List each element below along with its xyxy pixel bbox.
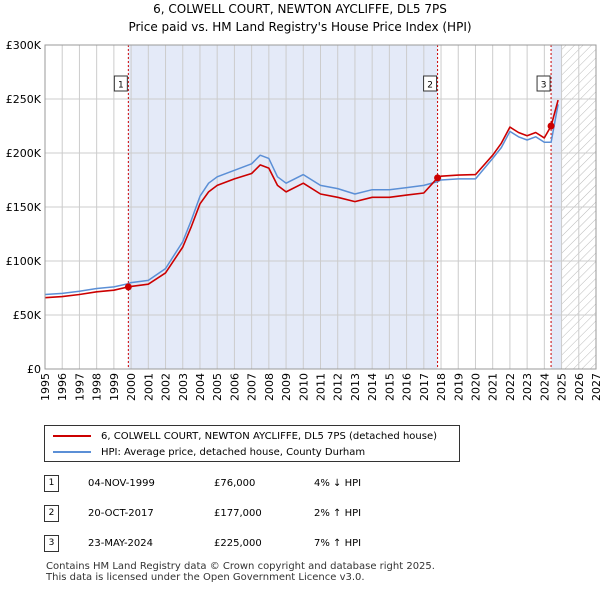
x-tick-label: 2000 bbox=[125, 373, 138, 401]
x-tick-label: 1996 bbox=[56, 373, 69, 401]
sale-row: 1 04-NOV-1999 £76,000 4% ↓ HPI bbox=[44, 475, 464, 493]
legend-item-property: 6, COLWELL COURT, NEWTON AYCLIFFE, DL5 7… bbox=[53, 429, 437, 445]
sale-hpi-diff: 7% ↑ HPI bbox=[314, 538, 362, 549]
legend-item-hpi: HPI: Average price, detached house, Coun… bbox=[53, 445, 365, 461]
x-tick-label: 1998 bbox=[91, 373, 104, 401]
sale-point bbox=[547, 122, 555, 130]
sale-number-label: 3 bbox=[541, 81, 547, 91]
sale-hpi-diff: 4% ↓ HPI bbox=[314, 478, 362, 489]
x-tick-label: 2002 bbox=[160, 373, 173, 401]
chart-subtitle: Price paid vs. HM Land Registry's House … bbox=[128, 20, 471, 34]
y-tick-label: £100K bbox=[6, 255, 42, 268]
sale-number-badge: 3 bbox=[44, 535, 59, 552]
y-tick-label: £200K bbox=[6, 147, 42, 160]
sale-date: 04-NOV-1999 bbox=[88, 478, 155, 489]
x-tick-label: 1995 bbox=[39, 373, 52, 401]
x-tick-label: 2016 bbox=[401, 373, 414, 401]
sale-date: 20-OCT-2017 bbox=[88, 508, 154, 519]
legend-label-hpi: HPI: Average price, detached house, Coun… bbox=[101, 447, 366, 458]
x-tick-label: 1997 bbox=[73, 373, 86, 401]
x-tick-label: 2024 bbox=[538, 373, 551, 401]
legend-swatch-hpi bbox=[53, 451, 91, 453]
x-tick-label: 2027 bbox=[590, 373, 600, 401]
x-tick-label: 2020 bbox=[469, 373, 482, 401]
x-tick-label: 2010 bbox=[297, 373, 310, 401]
sale-hpi-diff: 2% ↑ HPI bbox=[314, 508, 362, 519]
sale-number-badge: 2 bbox=[44, 505, 59, 522]
sale-number-box bbox=[113, 75, 128, 92]
y-tick-label: £50K bbox=[13, 309, 42, 322]
sale-number-label: 2 bbox=[427, 81, 433, 91]
sale-price: £225,000 bbox=[214, 538, 262, 549]
legend: 6, COLWELL COURT, NEWTON AYCLIFFE, DL5 7… bbox=[44, 425, 460, 462]
sale-number-box bbox=[536, 75, 551, 92]
legend-label-property: 6, COLWELL COURT, NEWTON AYCLIFFE, DL5 7… bbox=[101, 431, 438, 442]
x-tick-label: 2025 bbox=[556, 373, 569, 401]
x-tick-label: 2015 bbox=[383, 373, 396, 401]
x-tick-label: 2001 bbox=[142, 373, 155, 401]
footer-licence: This data is licensed under the Open Gov… bbox=[46, 572, 365, 583]
legend-swatch-property bbox=[53, 435, 91, 437]
sale-date: 23-MAY-2024 bbox=[88, 538, 154, 549]
x-tick-label: 2006 bbox=[228, 373, 241, 401]
x-tick-label: 2022 bbox=[504, 373, 517, 401]
x-tick-label: 2026 bbox=[573, 373, 586, 401]
x-tick-label: 2005 bbox=[211, 373, 224, 401]
x-tick-label: 2013 bbox=[349, 373, 362, 401]
sale-row: 3 23-MAY-2024 £225,000 7% ↑ HPI bbox=[44, 535, 464, 553]
x-tick-label: 2004 bbox=[194, 373, 207, 401]
x-tick-label: 2017 bbox=[418, 373, 431, 401]
x-tick-label: 2012 bbox=[332, 373, 345, 401]
x-tick-label: 2014 bbox=[366, 373, 379, 401]
sale-number-box bbox=[423, 75, 438, 92]
y-tick-label: £300K bbox=[6, 39, 42, 52]
x-tick-label: 2018 bbox=[435, 373, 448, 401]
footer: Contains HM Land Registry data © Crown c… bbox=[46, 561, 435, 583]
x-tick-label: 2003 bbox=[177, 373, 190, 401]
sale-number-marker: 1 bbox=[113, 75, 128, 92]
sale-number-label: 1 bbox=[118, 81, 124, 91]
footer-copyright: Contains HM Land Registry data © Crown c… bbox=[46, 561, 435, 572]
chart-title: 6, COLWELL COURT, NEWTON AYCLIFFE, DL5 7… bbox=[153, 2, 447, 16]
x-tick-label: 1999 bbox=[108, 373, 121, 401]
property-series-line bbox=[44, 99, 559, 299]
x-tick-label: 2019 bbox=[452, 373, 465, 401]
x-tick-label: 2023 bbox=[521, 373, 534, 401]
y-tick-label: £150K bbox=[6, 201, 42, 214]
sale-price: £76,000 bbox=[214, 478, 256, 489]
sale-number-marker: 3 bbox=[536, 75, 551, 92]
x-tick-label: 2021 bbox=[487, 373, 500, 401]
sale-point bbox=[434, 174, 442, 182]
sale-row: 2 20-OCT-2017 £177,000 2% ↑ HPI bbox=[44, 505, 464, 523]
sale-point bbox=[124, 283, 132, 291]
hpi-series-line bbox=[44, 104, 559, 296]
sale-number-marker: 2 bbox=[423, 75, 438, 92]
x-tick-label: 2011 bbox=[315, 373, 328, 401]
plot-frame bbox=[44, 44, 597, 370]
x-tick-label: 2007 bbox=[246, 373, 259, 401]
sale-price: £177,000 bbox=[214, 508, 262, 519]
x-tick-label: 2009 bbox=[280, 373, 293, 401]
sale-number-badge: 1 bbox=[44, 475, 59, 492]
price-chart: 6, COLWELL COURT, NEWTON AYCLIFFE, DL5 7… bbox=[6, 2, 600, 401]
y-tick-label: £0 bbox=[27, 363, 41, 376]
y-tick-label: £250K bbox=[6, 93, 42, 106]
x-tick-label: 2008 bbox=[263, 373, 276, 401]
